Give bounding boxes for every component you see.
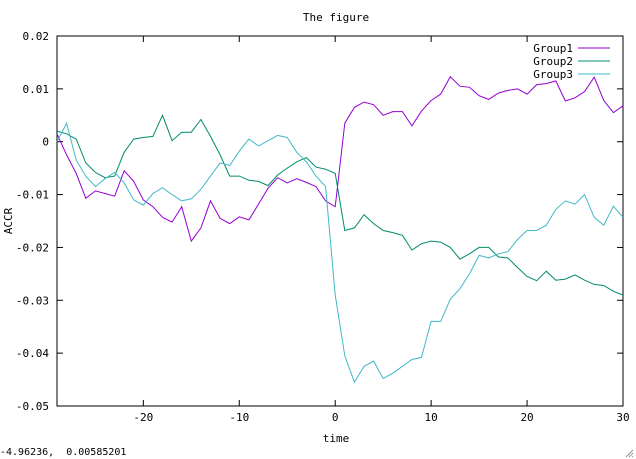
line-chart: The figure 0.02 0.01 0 -0.01 -0.02 -0.03 -0.04… xyxy=(2,11,630,445)
y-tick-label: 0 xyxy=(42,136,49,149)
chart-title: The figure xyxy=(303,11,369,24)
x-tick-label: 30 xyxy=(616,411,629,424)
y-tick-label: 0.01 xyxy=(23,83,50,96)
series-line-group3 xyxy=(56,121,624,384)
y-tick-label: -0.01 xyxy=(16,189,49,202)
axis-ticks: 0.02 0.01 0 -0.01 -0.02 -0.03 -0.04 -0.05 -20 -10… xyxy=(16,30,630,424)
x-tick-label: 10 xyxy=(425,411,438,424)
x-tick-label: -20 xyxy=(133,411,153,424)
legend-label: Group2 xyxy=(533,55,573,68)
series-lines xyxy=(56,75,624,384)
y-tick-label: -0.04 xyxy=(16,347,49,360)
y-tick-label: -0.02 xyxy=(16,241,49,254)
y-tick-label: -0.03 xyxy=(16,294,49,307)
legend-label: Group3 xyxy=(533,68,573,81)
plot-frame xyxy=(56,35,624,407)
y-axis-label: ACCR xyxy=(2,207,15,234)
series-line-group2 xyxy=(56,113,624,296)
y-tick-label: 0.02 xyxy=(23,30,50,43)
resize-grip-icon[interactable] xyxy=(624,448,634,458)
x-tick-label: 20 xyxy=(520,411,533,424)
legend-label: Group1 xyxy=(533,42,573,55)
x-tick-label: 0 xyxy=(332,411,339,424)
x-axis-label: time xyxy=(323,432,350,445)
series-line-group1 xyxy=(56,75,624,243)
x-tick-label: -10 xyxy=(229,411,249,424)
cursor-coordinates-readout: -4.96236, 0.00585201 xyxy=(0,447,127,458)
y-tick-label: -0.05 xyxy=(16,400,49,413)
